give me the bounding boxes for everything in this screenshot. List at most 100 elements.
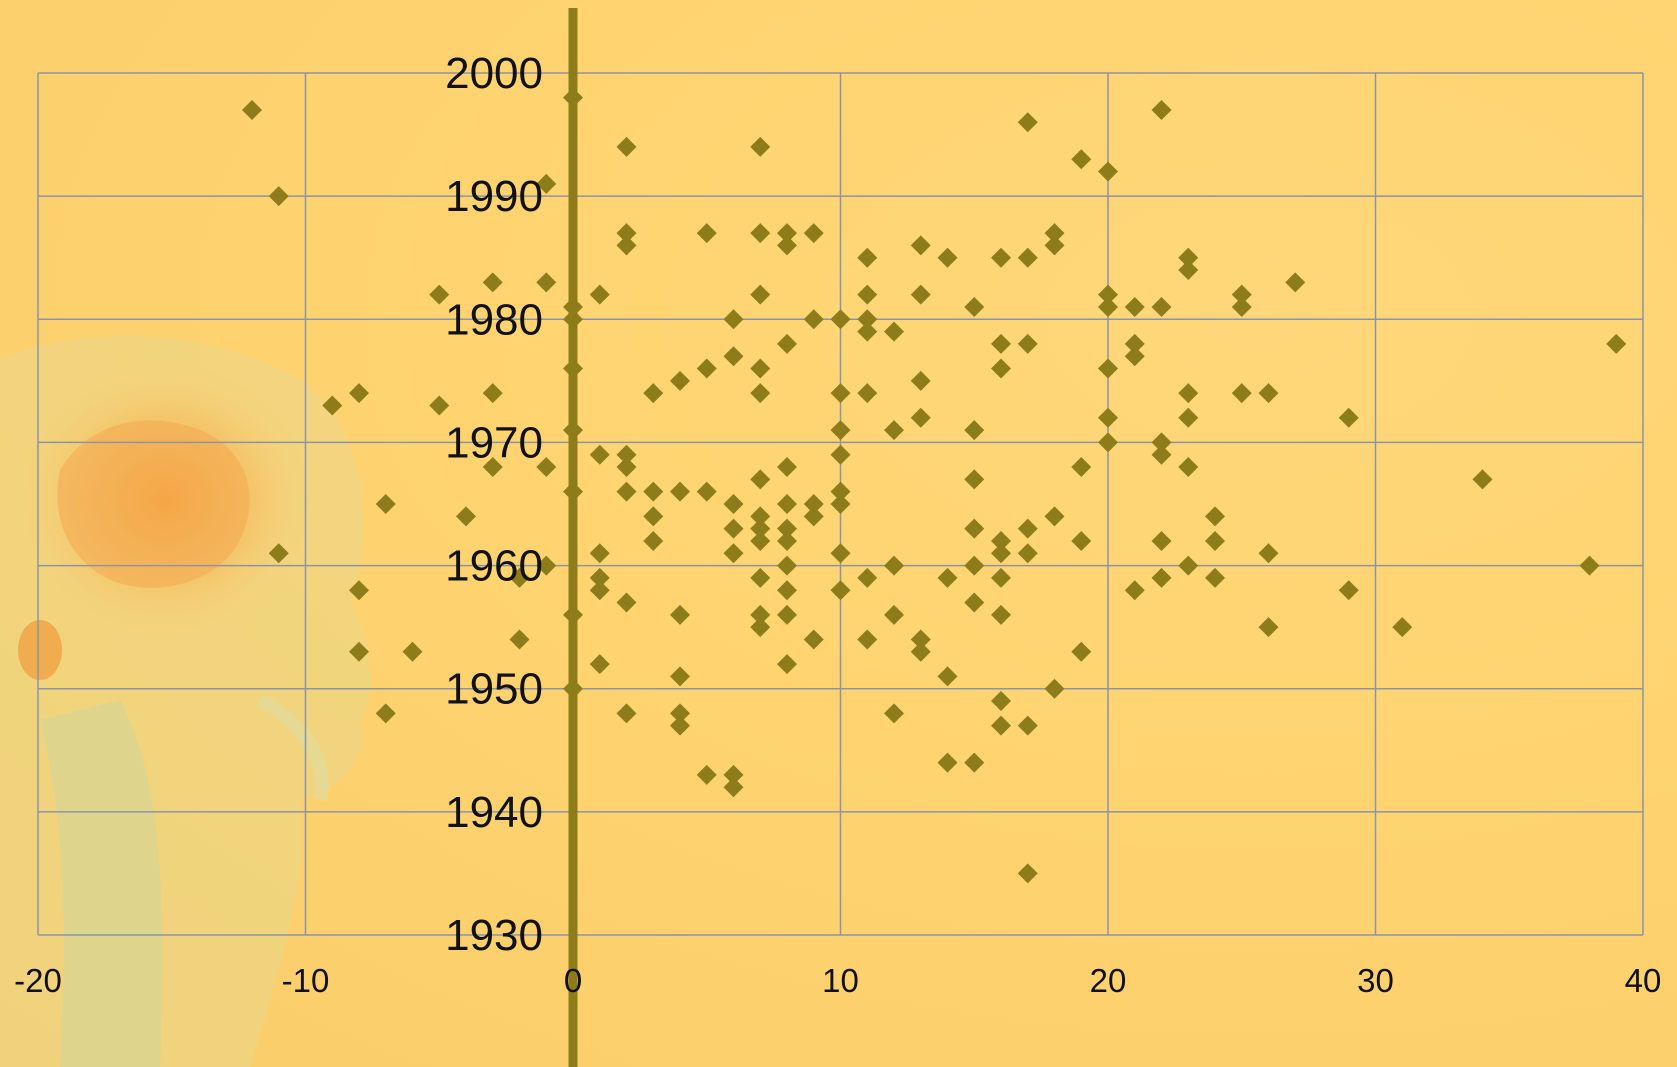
- y-tick-label: 1980: [445, 295, 543, 344]
- data-point: [1098, 284, 1118, 305]
- data-point: [910, 370, 931, 391]
- data-point: [1178, 383, 1199, 404]
- data-point: [589, 543, 610, 564]
- data-point: [402, 641, 423, 662]
- data-point: [563, 358, 583, 379]
- data-point: [964, 469, 985, 490]
- data-point: [536, 173, 557, 194]
- y-tick-label: 1960: [445, 542, 543, 591]
- data-point: [1178, 457, 1199, 478]
- data-point: [803, 506, 824, 527]
- data-point: [964, 555, 985, 576]
- data-point: [777, 580, 797, 601]
- data-point: [643, 530, 664, 551]
- data-point: [750, 284, 771, 305]
- data-point: [723, 543, 744, 564]
- data-point: [375, 494, 396, 514]
- data-point: [696, 481, 717, 502]
- data-point: [991, 358, 1011, 379]
- data-point: [991, 543, 1011, 564]
- data-point: [349, 580, 369, 601]
- data-point: [1017, 543, 1038, 564]
- data-point: [268, 186, 289, 207]
- data-point: [857, 284, 878, 305]
- data-point: [830, 543, 851, 564]
- data-point: [1098, 358, 1118, 379]
- data-point: [910, 629, 931, 650]
- data-point: [777, 555, 797, 576]
- data-point: [563, 309, 583, 330]
- data-point: [991, 530, 1011, 551]
- data-point: [1124, 333, 1145, 354]
- data-point: [1392, 617, 1413, 638]
- data-point: [1151, 530, 1172, 551]
- data-point: [509, 567, 530, 588]
- data-point: [1205, 530, 1225, 551]
- data-point: [1098, 432, 1118, 453]
- data-point: [1044, 235, 1065, 256]
- data-point: [750, 136, 771, 157]
- data-point: [884, 703, 904, 724]
- data-point: [429, 284, 450, 305]
- data-point: [643, 481, 664, 502]
- data-point: [643, 506, 664, 527]
- data-point: [563, 481, 583, 502]
- data-point: [964, 752, 985, 773]
- data-point: [777, 654, 797, 675]
- x-tick-label: 0: [564, 962, 582, 999]
- data-point: [857, 321, 878, 342]
- y-tick-label: 1940: [445, 788, 543, 837]
- data-point: [991, 715, 1011, 736]
- data-point: [803, 223, 824, 244]
- x-tick-label: 20: [1090, 962, 1127, 999]
- data-point: [482, 383, 503, 404]
- data-point: [910, 284, 931, 305]
- data-point: [857, 247, 878, 268]
- data-point: [803, 309, 824, 330]
- data-point: [964, 420, 985, 441]
- data-point: [1285, 272, 1306, 293]
- data-point: [1151, 99, 1172, 120]
- data-point: [1098, 296, 1118, 317]
- data-point: [482, 272, 503, 293]
- data-point: [1124, 346, 1145, 367]
- x-axis-tick-labels: -20 -10 0 10 20 30 40: [14, 962, 1661, 999]
- data-point: [616, 703, 637, 724]
- data-point: [349, 383, 369, 404]
- data-point: [884, 321, 904, 342]
- data-point: [910, 407, 931, 428]
- data-point: [937, 666, 958, 687]
- data-point: [696, 358, 717, 379]
- data-point: [723, 494, 744, 514]
- data-point: [563, 678, 583, 699]
- data-point: [1071, 641, 1092, 662]
- data-point: [777, 530, 797, 551]
- data-point: [937, 247, 958, 268]
- data-point: [616, 223, 637, 244]
- data-point: [777, 494, 797, 514]
- data-point: [1017, 863, 1038, 884]
- data-point: [964, 592, 985, 613]
- data-point: [1017, 247, 1038, 268]
- data-point: [456, 506, 476, 527]
- data-point: [482, 457, 503, 478]
- data-point: [1071, 530, 1092, 551]
- data-point: [750, 518, 771, 539]
- data-point: [750, 567, 771, 588]
- data-point: [536, 272, 557, 293]
- data-point: [723, 309, 744, 330]
- data-point: [322, 395, 343, 416]
- y-tick-label: 1950: [445, 665, 543, 714]
- data-point: [1579, 555, 1600, 576]
- data-point: [910, 235, 931, 256]
- data-point: [830, 494, 851, 514]
- y-tick-label: 1990: [445, 172, 543, 221]
- data-point: [1071, 457, 1092, 478]
- data-point: [857, 629, 878, 650]
- data-point: [616, 444, 637, 465]
- data-point: [750, 469, 771, 490]
- data-point: [750, 383, 771, 404]
- data-point: [616, 136, 637, 157]
- data-point: [1606, 333, 1627, 354]
